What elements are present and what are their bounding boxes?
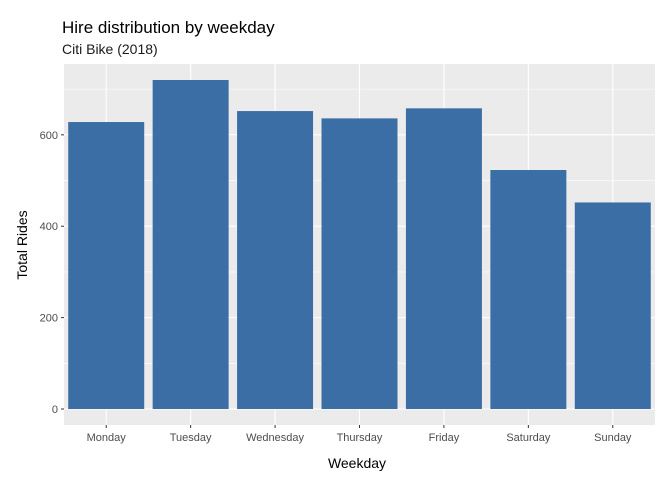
bar-sunday: [574, 202, 651, 410]
x-tick-label: Sunday: [594, 432, 632, 444]
x-tick-label: Saturday: [506, 432, 551, 444]
y-tick-label: 200: [40, 313, 58, 325]
x-tick-label: Wednesday: [246, 432, 304, 444]
bar-friday: [405, 108, 482, 410]
y-tick-label: 600: [40, 130, 58, 142]
x-tick-label: Tuesday: [170, 432, 212, 444]
bar-thursday: [321, 118, 398, 410]
y-axis-title: Total Rides: [14, 210, 30, 279]
bars: [68, 79, 651, 410]
x-axis: Monday Tuesday Wednesday Thursday Friday Satu…: [87, 425, 632, 444]
x-tick-label: Friday: [429, 432, 460, 444]
bar-tuesday: [152, 79, 229, 410]
chart-subtitle: Citi Bike (2018): [62, 41, 158, 57]
y-axis: 0 200 400 600: [40, 130, 64, 416]
y-tick-label: 0: [52, 404, 58, 416]
x-tick-label: Monday: [87, 432, 127, 444]
y-tick-label: 400: [40, 221, 58, 233]
chart-title: Hire distribution by weekday: [62, 18, 275, 37]
x-tick-label: Thursday: [337, 432, 383, 444]
x-axis-title: Weekday: [328, 455, 386, 471]
bar-saturday: [490, 170, 567, 410]
bar-monday: [68, 122, 145, 410]
bar-wednesday: [237, 111, 314, 410]
